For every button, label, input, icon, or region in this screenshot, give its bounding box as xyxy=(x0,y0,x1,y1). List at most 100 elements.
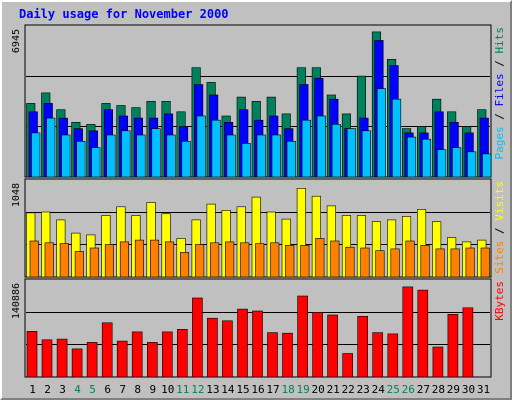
hits-bar-pages-day-21 xyxy=(331,124,341,178)
hits-bar-pages-day-2 xyxy=(46,117,56,178)
x-tick-label-day-24: 24 xyxy=(372,383,386,396)
kbytes-bar-kbytes-day-8 xyxy=(131,331,143,378)
hits-bar-pages-day-17 xyxy=(271,134,281,178)
visits-bar-sites-day-13 xyxy=(210,242,220,278)
visits-bar-sites-day-4 xyxy=(74,251,84,278)
visits-bar-sites-day-18 xyxy=(285,245,295,278)
legend-part-visits-1: / xyxy=(493,221,506,241)
hits-bar-pages-day-5 xyxy=(91,147,101,178)
kbytes-bar-kbytes-day-1 xyxy=(26,330,38,378)
kbytes-bar-kbytes-day-24 xyxy=(372,332,384,378)
visits-bar-sites-day-30 xyxy=(465,247,475,278)
visits-bar-sites-day-7 xyxy=(119,241,129,278)
kbytes-bar-kbytes-day-11 xyxy=(177,328,188,378)
hits-bar-pages-day-18 xyxy=(286,141,296,178)
kbytes-bar-kbytes-day-21 xyxy=(327,314,338,378)
kbytes-bar-kbytes-day-3 xyxy=(56,338,68,378)
kbytes-bar-kbytes-day-23 xyxy=(357,315,369,378)
kbytes-bar-kbytes-day-2 xyxy=(41,339,53,378)
x-tick-label-day-27: 27 xyxy=(417,383,430,396)
kbytes-bar-kbytes-day-10 xyxy=(162,331,173,378)
visits-bar-sites-day-31 xyxy=(480,247,490,278)
hits-bar-pages-day-16 xyxy=(256,134,266,178)
hits-bar-pages-day-25 xyxy=(391,98,402,178)
visits-bar-sites-day-22 xyxy=(345,246,355,278)
x-tick-label-day-13: 13 xyxy=(206,383,219,396)
x-tick-label-day-1: 1 xyxy=(29,383,36,396)
visits-bar-sites-day-29 xyxy=(450,248,460,278)
x-tick-label-day-30: 30 xyxy=(462,383,475,396)
visits-bar-sites-day-1 xyxy=(29,240,39,278)
visits-bar-sites-day-27 xyxy=(420,245,430,278)
kbytes-bar-kbytes-day-12 xyxy=(192,297,203,378)
x-tick-label-day-25: 25 xyxy=(387,383,400,396)
panel-visits-ymax-label: 1048 xyxy=(11,183,22,207)
hits-bar-pages-day-15 xyxy=(241,143,251,178)
hits-bar-pages-day-22 xyxy=(346,128,357,178)
visits-bar-sites-day-2 xyxy=(44,242,54,278)
kbytes-bar-kbytes-day-25 xyxy=(387,333,399,378)
hits-bar-pages-day-19 xyxy=(301,119,311,178)
visits-bar-sites-day-23 xyxy=(360,247,370,278)
x-tick-label-day-8: 8 xyxy=(134,383,141,396)
kbytes-bar-kbytes-day-9 xyxy=(147,342,158,378)
kbytes-bar-kbytes-day-6 xyxy=(101,322,113,378)
kbytes-bar-kbytes-day-29 xyxy=(447,313,459,378)
legend-part-visits-2: Visits xyxy=(493,181,506,221)
hits-bar-pages-day-23 xyxy=(361,130,372,178)
x-tick-label-day-7: 7 xyxy=(119,383,126,396)
legend-part-visits-0: Sites xyxy=(493,241,506,274)
hits-bar-pages-day-10 xyxy=(166,134,176,178)
hits-bar-pages-day-8 xyxy=(136,134,146,178)
panel-kbytes-ymax-label: 140886 xyxy=(11,283,22,319)
hits-bar-pages-day-4 xyxy=(76,141,86,178)
kbytes-bar-kbytes-day-27 xyxy=(417,289,429,378)
hits-bar-pages-day-6 xyxy=(106,134,116,178)
x-tick-label-day-31: 31 xyxy=(477,383,490,396)
hits-bar-pages-day-11 xyxy=(181,141,191,178)
hits-bar-pages-day-20 xyxy=(316,115,326,178)
legend-part-hits-2: Files xyxy=(493,73,506,106)
visits-bar-sites-day-26 xyxy=(405,240,415,278)
visits-bar-sites-day-28 xyxy=(435,248,445,278)
visits-bar-sites-day-14 xyxy=(225,241,235,278)
chart-title: Daily usage for November 2000 xyxy=(19,7,229,21)
hits-bar-pages-day-26 xyxy=(406,136,417,178)
hits-bar-pages-day-29 xyxy=(452,147,462,178)
visits-bar-sites-day-10 xyxy=(165,241,175,278)
kbytes-bar-kbytes-day-18 xyxy=(282,332,293,378)
legend-part-hits-4: Hits xyxy=(493,27,506,54)
kbytes-bar-kbytes-day-15 xyxy=(237,308,248,378)
kbytes-bar-kbytes-day-22 xyxy=(342,353,354,378)
visits-bar-sites-day-25 xyxy=(390,248,400,278)
x-tick-label-day-5: 5 xyxy=(89,383,96,396)
visits-bar-sites-day-5 xyxy=(89,247,99,278)
kbytes-bar-kbytes-day-7 xyxy=(116,340,128,378)
x-tick-label-day-17: 17 xyxy=(266,383,279,396)
x-tick-label-day-21: 21 xyxy=(327,383,340,396)
hits-bar-pages-day-3 xyxy=(61,134,71,178)
x-tick-label-day-3: 3 xyxy=(59,383,66,396)
visits-bar-sites-day-20 xyxy=(315,238,325,278)
hits-bar-pages-day-28 xyxy=(437,149,447,178)
visits-bar-sites-day-17 xyxy=(270,242,280,278)
visits-bar-sites-day-12 xyxy=(195,244,205,278)
hits-bar-pages-day-24 xyxy=(376,88,387,178)
hits-bar-pages-day-31 xyxy=(482,153,492,178)
hits-bar-pages-day-13 xyxy=(211,119,221,178)
hits-bar-pages-day-9 xyxy=(151,128,161,178)
hits-bar-pages-day-12 xyxy=(196,115,206,178)
panel-visits-legend-label: Sites / Visits xyxy=(493,181,506,274)
x-tick-label-day-11: 11 xyxy=(176,383,189,396)
x-tick-label-day-14: 14 xyxy=(221,383,235,396)
kbytes-bar-kbytes-day-19 xyxy=(297,295,308,378)
x-tick-label-day-18: 18 xyxy=(281,383,294,396)
x-tick-label-day-6: 6 xyxy=(104,383,111,396)
x-tick-label-day-12: 12 xyxy=(191,383,204,396)
panel-hits-legend-label: Pages / Files / Hits xyxy=(493,27,506,160)
kbytes-bar-kbytes-day-14 xyxy=(222,320,233,378)
x-tick-label-day-9: 9 xyxy=(149,383,156,396)
kbytes-bar-kbytes-day-20 xyxy=(312,312,323,378)
hits-bar-pages-day-30 xyxy=(467,151,477,178)
